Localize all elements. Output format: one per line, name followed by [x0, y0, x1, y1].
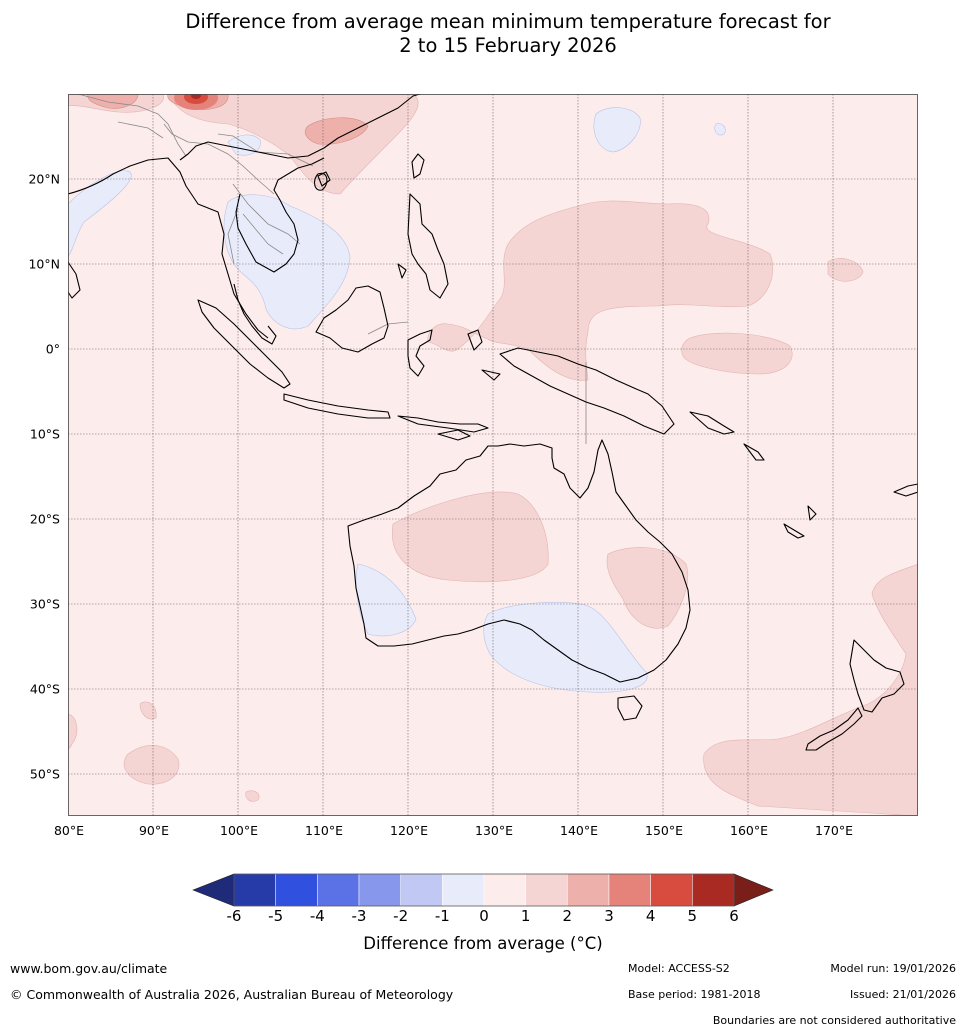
lon-label-90e: 90°E	[138, 823, 170, 838]
hotspot-anomaly	[174, 94, 218, 110]
graticule	[68, 94, 918, 816]
colorbar-under-arrow	[192, 873, 235, 907]
colorbar-tick-label: -1	[434, 907, 450, 925]
lat-label-20n: 20°N	[28, 171, 60, 187]
colorbar-segment	[567, 873, 610, 907]
lat-label-30s: 30°S	[29, 596, 60, 612]
colorbar-tick-label: -4	[309, 907, 325, 925]
colorbar-segments	[233, 873, 735, 907]
colorbar-tick-label: 5	[687, 907, 698, 925]
footer-issued: Issued: 21/01/2026	[849, 988, 956, 1001]
colorbar-segment	[483, 873, 526, 907]
footer-model: Model: ACCESS-S2	[628, 962, 730, 975]
colorbar-tick-label: -3	[351, 907, 367, 925]
map-panel	[68, 94, 918, 816]
colorbar-tick-label: 2	[562, 907, 573, 925]
colorbar-segment	[692, 873, 735, 907]
lon-label-130e: 130°E	[474, 823, 514, 838]
colorbar-segment	[317, 873, 360, 907]
colorbar-segment	[358, 873, 401, 907]
footer-disclaimer: Boundaries are not considered authoritat…	[712, 1014, 956, 1027]
warm-anomaly-regions	[68, 94, 918, 816]
footer-base-period: Base period: 1981-2018	[628, 988, 761, 1001]
lat-label-40s: 40°S	[29, 681, 60, 697]
lon-label-100e: 100°E	[219, 823, 259, 838]
colorbar-outline	[233, 873, 735, 907]
colorbar-segment	[400, 873, 443, 907]
colorbar-tick-label: 4	[645, 907, 656, 925]
lat-label-10s: 10°S	[29, 426, 60, 442]
map-title: Difference from average mean minimum tem…	[0, 10, 965, 58]
colorbar-tick-label: 3	[604, 907, 614, 925]
colorbar-segment	[650, 873, 693, 907]
colorbar-segment	[275, 873, 318, 907]
colorbar-title: Difference from average (°C)	[363, 934, 603, 953]
colorbar-tick-label: 0	[479, 907, 489, 925]
anomaly-map	[68, 94, 918, 816]
footer-model-run: Model run: 19/01/2026	[830, 962, 956, 975]
colorbar-tick-label: -5	[268, 907, 284, 925]
coastlines	[68, 94, 918, 751]
lon-label-170e: 170°E	[814, 823, 854, 838]
colorbar-tick-label: 6	[729, 907, 739, 925]
colorbar-segment	[525, 873, 568, 907]
colorbar-tick-label: 1	[520, 907, 531, 925]
lon-label-160e: 160°E	[729, 823, 769, 838]
lon-label-120e: 120°E	[389, 823, 429, 838]
colorbar-segment	[233, 873, 276, 907]
lon-label-80e: 80°E	[53, 823, 85, 838]
lat-label-20s: 20°S	[29, 511, 60, 527]
lat-label-50s: 50°S	[29, 766, 60, 782]
colorbar-over-arrow	[733, 873, 774, 907]
map-border	[68, 94, 918, 816]
footer-website-link[interactable]: www.bom.gov.au/climate	[10, 961, 168, 976]
lon-label-140e: 140°E	[559, 823, 599, 838]
lat-label-10n: 10°N	[28, 256, 60, 272]
lon-label-110e: 110°E	[304, 823, 344, 838]
cool-anomaly-regions	[68, 107, 726, 693]
lon-label-150e: 150°E	[644, 823, 684, 838]
colorbar-segment	[608, 873, 651, 907]
map-title-line-2: 2 to 15 February 2026	[399, 34, 617, 57]
colorbar-tick-label: -2	[393, 907, 409, 925]
lat-label-0: 0°	[45, 341, 60, 357]
colorbar	[192, 873, 774, 907]
map-title-line-1: Difference from average mean minimum tem…	[185, 10, 831, 33]
footer-copyright: © Commonwealth of Australia 2026, Austra…	[10, 987, 454, 1002]
colorbar-segment	[442, 873, 485, 907]
colorbar-tick-label: -6	[226, 907, 242, 925]
